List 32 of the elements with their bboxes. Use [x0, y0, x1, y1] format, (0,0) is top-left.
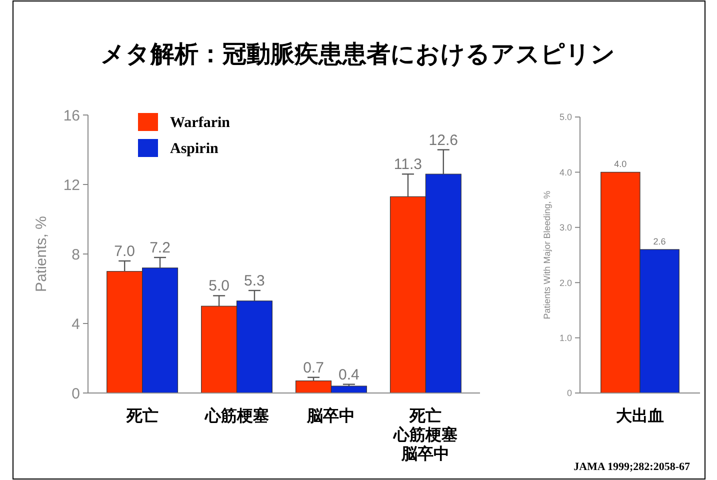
- y-tick-label: 4.0: [559, 167, 572, 178]
- data-label: 12.6: [428, 132, 458, 149]
- data-label: 5.3: [244, 272, 265, 290]
- legend-label: Warfarin: [170, 115, 231, 131]
- y-tick-label: 16: [63, 107, 80, 124]
- y-tick-label: 5.0: [559, 112, 572, 122]
- y-tick-label: 12: [63, 176, 80, 194]
- y-tick-label: 4: [72, 316, 80, 333]
- x-tick-label: 死亡: [125, 406, 158, 425]
- y-axis-title: Patients, %: [33, 216, 50, 292]
- x-tick-label: 大出血: [616, 406, 664, 425]
- x-tick-label: 心筋梗塞: [204, 406, 269, 425]
- data-label: 0.4: [338, 366, 360, 384]
- data-label: 7.0: [114, 242, 136, 260]
- y-tick-label: 2.0: [559, 278, 572, 288]
- data-label: 5.0: [208, 278, 230, 295]
- y-axis-title: Patients With Major Bleeding, %: [542, 190, 552, 320]
- y-tick-label: 3.0: [559, 222, 572, 233]
- x-tick-label: 脳卒中: [306, 406, 356, 425]
- data-label: 7.2: [150, 239, 170, 256]
- y-tick-label: 1.0: [559, 332, 572, 343]
- y-tick-label: 0: [566, 388, 572, 398]
- x-tick-label: 死亡心筋梗塞脳卒中: [392, 406, 458, 463]
- data-label: 2.6: [653, 236, 666, 246]
- data-label: 0.7: [303, 359, 324, 376]
- text: JAMA 1999;282:2058-67: [574, 461, 690, 473]
- y-tick-label: 8: [72, 246, 80, 264]
- chart-title: メタ解析：冠動脈疾患患者におけるアスピリン: [100, 40, 616, 68]
- y-tick-label: 0: [72, 385, 80, 402]
- data-label: 4.0: [614, 159, 627, 170]
- data-label: 11.3: [394, 156, 422, 174]
- legend-label: Aspirin: [170, 141, 220, 157]
